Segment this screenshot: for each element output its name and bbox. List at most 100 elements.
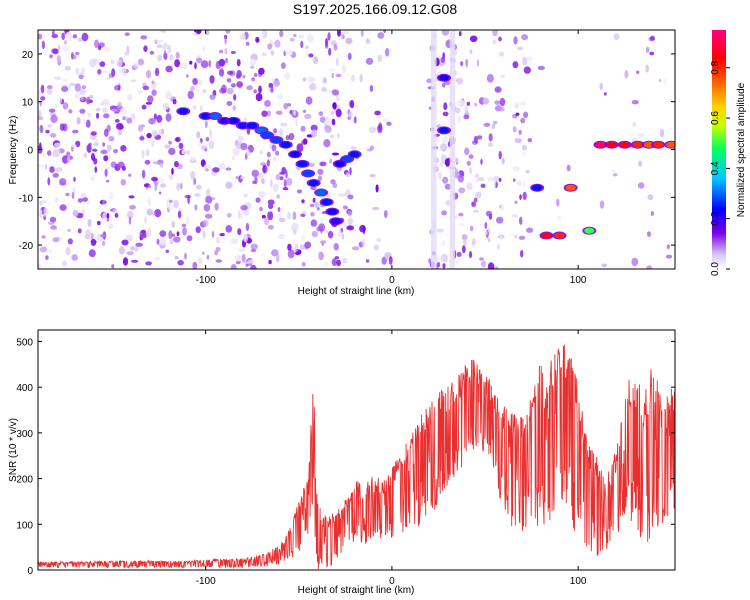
- spectrogram-noise-cell: [461, 245, 466, 254]
- spectrogram-noise-cell: [632, 121, 636, 127]
- spectrogram-noise-cell: [112, 209, 118, 214]
- spectrogram-noise-cell: [261, 110, 268, 117]
- spectrogram-noise-cell: [147, 197, 152, 206]
- spectrogram-ridge-point: [349, 151, 360, 158]
- spectrogram-noise-cell: [82, 197, 88, 202]
- y-tick-label: -20: [19, 241, 34, 252]
- spectrogram-noise-cell: [645, 46, 650, 53]
- spectrogram-noise-cell: [171, 233, 176, 237]
- spectrogram-noise-cell: [523, 111, 529, 119]
- spectrogram-noise-cell: [205, 168, 209, 172]
- spectrogram-ridge-point: [303, 170, 314, 177]
- spectrogram-noise-cell: [164, 90, 173, 100]
- spectrogram-noise-cell: [246, 149, 250, 157]
- spectrogram-noise-cell: [501, 203, 504, 211]
- spectrogram-noise-cell: [78, 74, 84, 80]
- spectrogram-noise-cell: [106, 144, 112, 152]
- spectrogram-noise-cell: [133, 245, 139, 252]
- spectrogram-noise-cell: [328, 68, 336, 72]
- spectrogram-noise-cell: [153, 113, 157, 120]
- spectrogram-noise-cell: [262, 164, 268, 174]
- spectrogram-noise-cell: [237, 228, 242, 236]
- spectrogram-noise-cell: [261, 253, 267, 258]
- spectrogram-noise-cell: [519, 216, 523, 225]
- spectrogram-noise-cell: [218, 163, 226, 170]
- spectrogram-noise-cell: [512, 126, 517, 133]
- spectrogram-noise-cell: [309, 83, 317, 91]
- spectrogram-noise-cell: [287, 103, 292, 107]
- spectrogram-noise-cell: [487, 262, 495, 269]
- spectrogram-noise-cell: [295, 118, 298, 127]
- spectrogram-noise-cell: [485, 210, 492, 217]
- spectrogram-noise-cell: [89, 94, 94, 99]
- spectrogram-noise-cell: [264, 217, 269, 226]
- spectrogram-noise-cell: [90, 176, 96, 182]
- spectrogram-noise-cell: [273, 156, 276, 162]
- spectrogram-noise-cell: [266, 159, 270, 167]
- spectrogram-noise-cell: [124, 51, 130, 56]
- spectrogram-noise-cell: [45, 129, 50, 134]
- spectrogram-noise-cell: [523, 66, 531, 74]
- spectrogram-noise-cell: [259, 206, 263, 212]
- spectrogram-noise-cell: [114, 119, 120, 123]
- spectrogram-noise-cell: [59, 123, 65, 131]
- spectrogram-noise-cell: [156, 238, 160, 245]
- spectrogram-noise-cell: [168, 147, 176, 155]
- spectrogram-noise-cell: [440, 56, 445, 64]
- spectrogram-noise-cell: [39, 200, 43, 206]
- spectrogram-noise-cell: [225, 181, 233, 189]
- spectrogram-noise-cell: [332, 182, 338, 189]
- spectrogram-noise-cell: [537, 65, 545, 71]
- spectrogram-noise-cell: [515, 112, 520, 116]
- spectrogram-noise-cell: [92, 148, 98, 152]
- snr-x-axis-label: Height of straight line (km): [298, 585, 415, 596]
- spectrogram-noise-cell: [145, 149, 150, 157]
- spectrogram-noise-cell: [284, 72, 291, 80]
- spectrogram-ridge-point: [209, 113, 220, 120]
- spectrogram-noise-cell: [141, 149, 145, 159]
- spectrogram-noise-cell: [498, 150, 502, 160]
- spectrogram-noise-cell: [225, 167, 232, 171]
- spectrogram-noise-cell: [174, 59, 181, 68]
- spectrogram-noise-cell: [72, 129, 79, 134]
- spectrogram-noise-cell: [250, 65, 255, 69]
- spectrogram-noise-cell: [480, 158, 483, 165]
- spectrogram-noise-cell: [331, 72, 335, 79]
- spectrogram-noise-cell: [334, 256, 339, 260]
- spectrogram-noise-cell: [219, 49, 224, 54]
- spectrogram-noise-cell: [50, 133, 57, 138]
- spectrogram-noise-cell: [224, 36, 227, 45]
- spectrogram-noise-cell: [471, 238, 476, 245]
- spectrogram-ridge-point: [565, 184, 576, 191]
- spectrogram-noise-cell: [226, 213, 232, 218]
- spectrogram-noise-cell: [61, 86, 69, 92]
- spectrogram-noise-cell: [331, 152, 340, 156]
- spectrogram-noise-cell: [186, 235, 193, 242]
- spectrogram-noise-cell: [126, 94, 133, 101]
- spectrogram-noise-cell: [658, 79, 662, 82]
- spectrogram-noise-cell: [333, 44, 338, 51]
- spectrogram-ridge-point: [271, 136, 282, 143]
- spectrogram-noise-cell: [514, 200, 518, 204]
- spectrogram-noise-cell: [301, 234, 306, 242]
- spectrogram-noise-cell: [479, 257, 484, 261]
- spectrogram-noise-cell: [110, 161, 117, 168]
- spectrogram-noise-cell: [200, 159, 206, 168]
- spectrogram-noise-cell: [173, 199, 179, 209]
- spectrogram-noise-cell: [514, 102, 520, 109]
- spectrogram-noise-cell: [159, 230, 167, 238]
- spectrogram-noise-cell: [83, 152, 88, 158]
- spectrogram-ridge-point: [200, 113, 211, 120]
- spectrogram-noise-cell: [250, 264, 257, 269]
- spectrogram-noise-cell: [266, 151, 271, 158]
- spectrogram-noise-cell: [498, 51, 505, 57]
- spectrogram-noise-cell: [97, 69, 102, 75]
- spectrogram-noise-cell: [159, 237, 167, 246]
- spectrogram-ridge-point: [321, 199, 332, 206]
- spectrogram-noise-cell: [372, 206, 380, 211]
- spectrogram-noise-cell: [215, 259, 222, 263]
- spectrogram-noise-cell: [468, 251, 473, 259]
- colorbar-tick-label: 0.8: [710, 60, 721, 74]
- spectrogram-noise-cell: [519, 101, 527, 106]
- spectrogram-noise-cell: [335, 57, 339, 67]
